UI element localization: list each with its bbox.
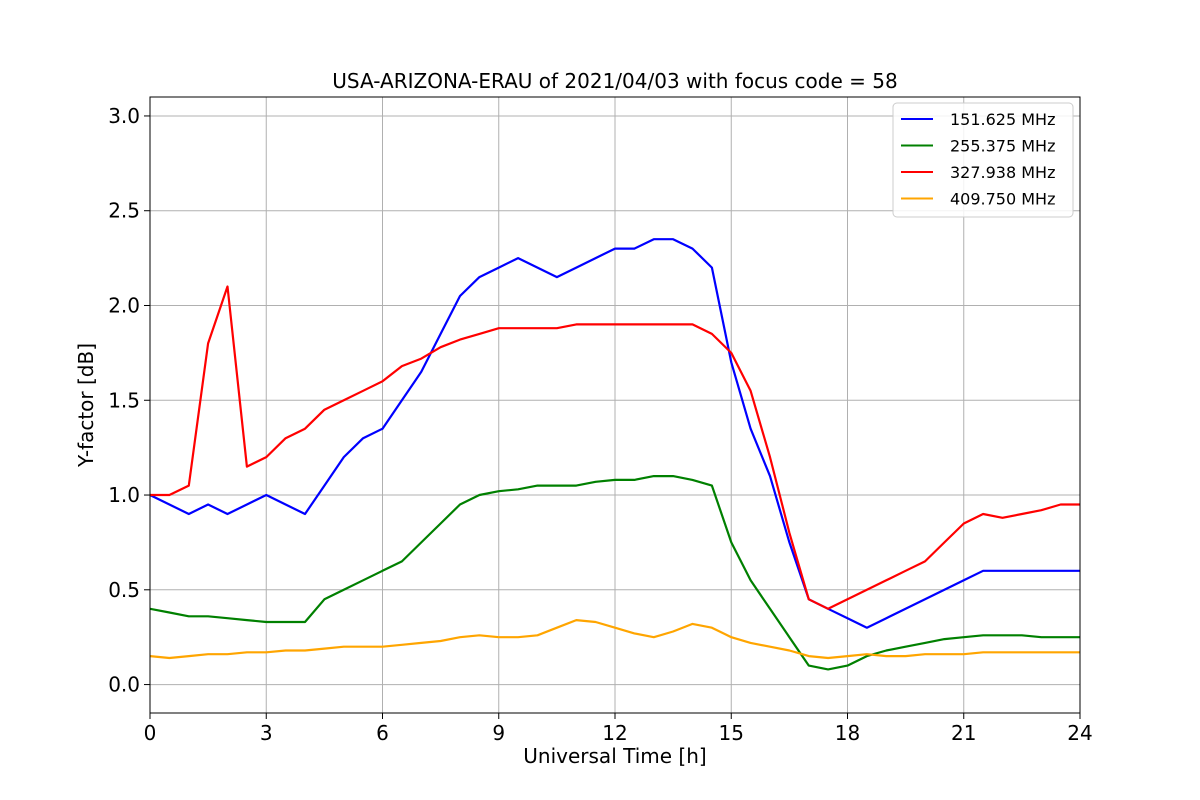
x-tick-label: 24 xyxy=(1067,721,1092,745)
series-line-4 xyxy=(150,618,1080,660)
legend: 151.625 MHz 255.375 MHz 327.938 MHz 409.750… xyxy=(892,102,1074,218)
y-axis-label: Y-factor [dB] xyxy=(74,343,98,468)
legend-label: 151.625 MHz xyxy=(950,110,1055,129)
x-tick-label: 9 xyxy=(492,721,505,745)
y-tick-label: 2.5 xyxy=(108,199,140,223)
y-tick-label: 0.0 xyxy=(108,673,140,697)
series-line-1 xyxy=(150,238,1080,629)
y-tick-label: 1.0 xyxy=(108,483,140,507)
series-lines xyxy=(150,238,1080,671)
legend-box xyxy=(892,102,1074,218)
series-line-2 xyxy=(150,475,1080,671)
y-tick-label: 0.5 xyxy=(108,578,140,602)
x-tick-label: 15 xyxy=(719,721,744,745)
y-tick-label: 3.0 xyxy=(108,104,140,128)
x-axis: 0 3 6 9 12 15 18 21 24 xyxy=(144,713,1093,745)
x-tick-label: 18 xyxy=(835,721,860,745)
chart-title: USA-ARIZONA-ERAU of 2021/04/03 with focu… xyxy=(332,69,897,93)
x-tick-label: 6 xyxy=(376,721,389,745)
y-tick-label: 1.5 xyxy=(108,388,140,412)
x-tick-label: 3 xyxy=(260,721,273,745)
y-tick-label: 2.0 xyxy=(108,293,140,317)
y-axis: 0.0 0.5 1.0 1.5 2.0 2.5 3.0 xyxy=(108,104,150,697)
series-line-3 xyxy=(150,285,1080,610)
x-tick-label: 21 xyxy=(951,721,976,745)
x-tick-label: 12 xyxy=(602,721,627,745)
x-tick-label: 0 xyxy=(144,721,157,745)
legend-label: 255.375 MHz xyxy=(950,137,1055,156)
x-axis-label: Universal Time [h] xyxy=(523,744,706,768)
legend-label: 409.750 MHz xyxy=(950,190,1055,209)
legend-label: 327.938 MHz xyxy=(950,163,1055,182)
